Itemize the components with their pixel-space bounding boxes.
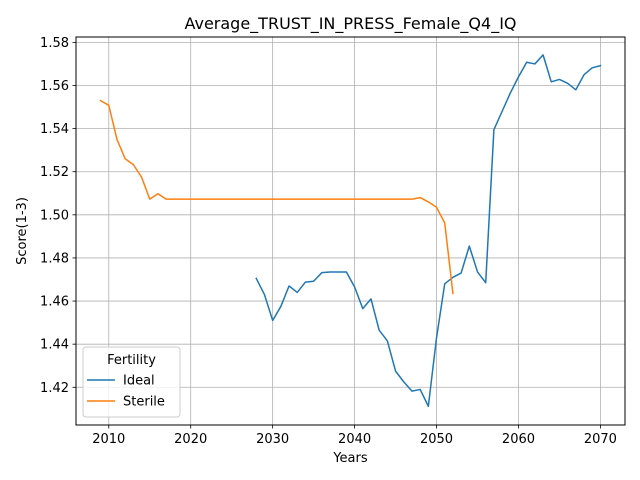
y-axis-label: Score(1-3) <box>15 197 30 265</box>
legend: Fertility Ideal Sterile <box>82 346 181 418</box>
x-axis-label: Years <box>332 451 368 466</box>
x-axis: 2010 2020 2030 2040 2050 2060 2070 <box>92 425 617 447</box>
x-tick-label: 2030 <box>256 432 289 447</box>
x-tick-label: 2060 <box>502 432 535 447</box>
series-layer <box>99 54 602 407</box>
legend-items: Ideal Sterile <box>87 374 165 410</box>
x-tick-label: 2040 <box>338 432 371 447</box>
x-tick-label: 2010 <box>92 432 125 447</box>
y-tick-label: 1.42 <box>40 381 69 396</box>
legend-box <box>82 346 181 418</box>
x-tick-label: 2050 <box>420 432 453 447</box>
legend-title: Fertility <box>107 353 156 368</box>
y-tick-label: 1.44 <box>40 338 69 353</box>
y-tick-label: 1.46 <box>40 295 69 310</box>
y-tick-label: 1.58 <box>40 36 69 51</box>
plot-frame <box>75 36 626 426</box>
x-tick-label: 2070 <box>584 432 617 447</box>
series-line-sterile <box>99 99 454 295</box>
y-tick-label: 1.50 <box>40 208 69 223</box>
y-tick-label: 1.48 <box>40 251 69 266</box>
y-axis: 1.42 1.44 1.46 1.48 1.50 1.52 1.54 1.56 1.58 <box>40 36 76 396</box>
y-tick-label: 1.56 <box>40 79 69 94</box>
legend-label-sterile: Sterile <box>123 395 165 410</box>
chart-title: Average_TRUST_IN_PRESS_Female_Q4_IQ <box>184 14 516 34</box>
legend-label-ideal: Ideal <box>123 374 155 389</box>
series-line-ideal <box>255 54 602 407</box>
x-tick-label: 2020 <box>174 432 207 447</box>
y-tick-label: 1.54 <box>40 122 69 137</box>
y-tick-label: 1.52 <box>40 165 69 180</box>
